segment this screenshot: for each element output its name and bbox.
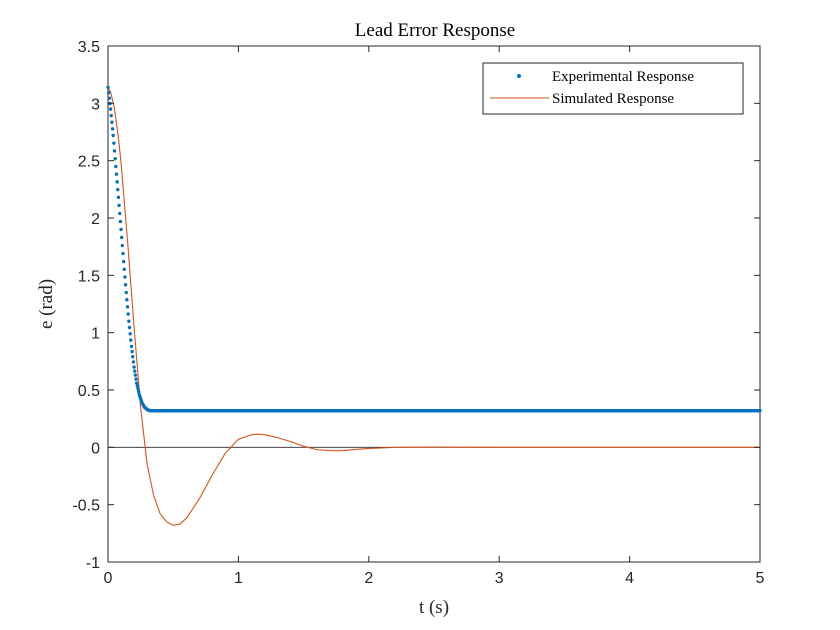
experimental-point: [133, 373, 138, 377]
experimental-point: [126, 312, 130, 316]
experimental-point: [106, 85, 110, 89]
legend-box: [482, 62, 744, 115]
legend: Experimental Response Simulated Response: [482, 62, 744, 115]
x-tick-label: 2: [364, 570, 373, 587]
experimental-point: [118, 219, 123, 224]
experimental-point: [115, 180, 119, 184]
simulated-response-line: [107, 87, 760, 526]
experimental-point: [127, 325, 132, 330]
experimental-point: [136, 390, 141, 394]
experimental-point: [133, 369, 137, 373]
legend-experimental-label: Experimental Response: [552, 69, 694, 85]
x-tick-label: 4: [625, 570, 634, 587]
y-tick-label: 2.5: [78, 154, 100, 171]
experimental-point: [120, 243, 125, 248]
experimental-point: [116, 187, 120, 192]
experimental-point: [124, 290, 128, 295]
experimental-point: [125, 305, 130, 309]
experimental-point: [132, 365, 136, 369]
y-tick-label: 1: [91, 326, 100, 343]
experimental-point: [125, 298, 129, 302]
experimental-point: [113, 156, 117, 161]
y-tick-label: -0.5: [72, 498, 100, 515]
experimental-point: [134, 381, 139, 385]
experimental-point: [114, 172, 119, 176]
y-tick-label: 2: [91, 211, 100, 228]
x-axis-label: t (s): [419, 597, 449, 618]
experimental-point: [108, 107, 113, 111]
y-axis-label: e (rad): [36, 279, 57, 329]
y-tick-label: 3: [91, 96, 100, 113]
y-tick-label: 1.5: [78, 268, 100, 285]
experimental-response-series: [106, 85, 762, 413]
chart-title: Lead Error Response: [355, 20, 515, 41]
experimental-point: [106, 91, 111, 95]
experimental-point: [111, 133, 115, 138]
x-tick-label: 3: [495, 570, 504, 587]
experimental-point: [122, 267, 127, 272]
experimental-point: [109, 113, 113, 118]
experimental-point: [131, 360, 136, 364]
y-axis-ticks: -1 -0.5 0 0.5 1 1.5 2 2.5 3 3.5: [72, 39, 760, 572]
experimental-point: [110, 127, 115, 131]
experimental-point: [116, 195, 121, 200]
experimental-point: [119, 227, 123, 232]
experimental-point: [129, 344, 134, 349]
plot-area: 0 1 2 3 4 5 -1 -0.5 0 0.5 1 1.5 2 2.5 3 3.5: [72, 39, 764, 587]
experimental-point: [121, 251, 125, 256]
experimental-point: [110, 120, 114, 124]
experimental-point: [117, 203, 121, 208]
y-tick-label: 0.5: [78, 383, 100, 400]
experimental-point: [107, 96, 112, 100]
experimental-point: [131, 355, 135, 359]
experimental-point: [112, 149, 117, 153]
experimental-point: [123, 283, 128, 287]
simulated-response-series: [107, 87, 760, 526]
experimental-point: [114, 164, 118, 169]
experimental-point: [136, 387, 140, 391]
experimental-point: [121, 259, 126, 264]
experimental-point: [130, 349, 134, 354]
x-tick-label: 0: [104, 570, 113, 587]
x-axis-ticks: 0 1 2 3 4 5: [104, 46, 765, 587]
experimental-point: [758, 408, 762, 413]
y-tick-label: 3.5: [78, 39, 100, 56]
experimental-point: [118, 211, 122, 216]
y-tick-label: 0: [91, 440, 100, 457]
y-tick-label: -1: [86, 555, 100, 572]
experimental-point: [134, 377, 138, 381]
experimental-point: [119, 235, 124, 240]
experimental-point: [127, 319, 131, 323]
experimental-point: [123, 275, 127, 279]
experimental-point: [135, 384, 140, 388]
experimental-point: [129, 338, 133, 342]
experimental-point: [112, 141, 116, 145]
legend-experimental-marker: [517, 74, 521, 78]
experimental-point: [128, 332, 132, 336]
legend-simulated-label: Simulated Response: [552, 91, 674, 107]
x-tick-label: 1: [234, 570, 243, 587]
x-tick-label: 5: [756, 570, 765, 587]
axes-box: [107, 45, 761, 563]
